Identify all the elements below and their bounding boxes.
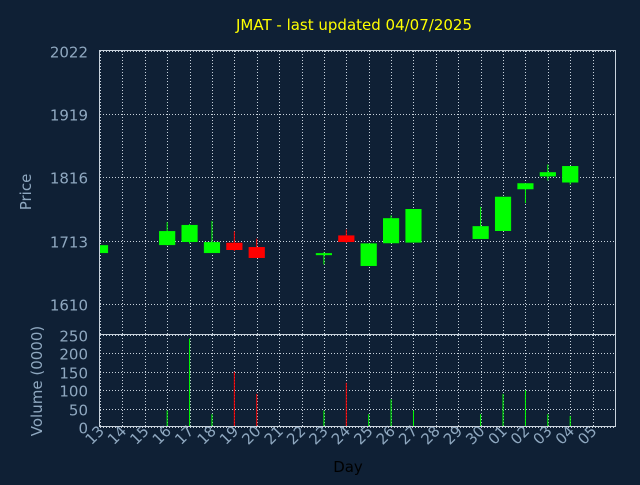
volume-tick-label: 50 [69,402,88,420]
candle [159,222,176,246]
candle [517,183,534,204]
price-tick-label: 2022 [50,44,88,62]
candle-body [159,231,176,246]
candle [405,209,422,243]
candle-body [405,209,422,243]
candle-body [181,224,198,243]
candle [494,196,512,231]
candle-body [494,196,512,231]
price-tick-label: 1713 [50,234,88,252]
candle-body [472,226,489,239]
candle [338,229,355,243]
candle-body [248,247,265,258]
candle-body [562,166,579,183]
candle [181,223,198,244]
candle [472,206,489,239]
price-tick-labels: 2022 1919 1816 1713 1610 [50,44,88,315]
candle-body [203,242,221,254]
candle-body [338,235,355,243]
candle [226,231,243,251]
candle [383,215,400,244]
candle [539,164,556,181]
x-axis-label: Day [333,458,363,476]
candle-body [360,243,377,266]
price-tick-label: 1610 [50,297,88,315]
price-grid [100,51,615,335]
volume-tick-label: 200 [59,346,88,364]
candle-body [99,245,109,254]
price-tick-label: 1919 [50,107,88,125]
candle [248,238,265,258]
candle-body [383,218,400,244]
volume-panel-frame [99,334,616,427]
candlestick-series [99,164,579,266]
volume-series [166,338,571,427]
chart-title: JMAT - last updated 04/07/2025 [235,16,472,34]
candle-body [517,183,534,190]
candle [99,245,109,254]
candle [315,252,332,265]
volume-tick-label: 100 [59,383,88,401]
candle [360,243,377,266]
candle [562,166,579,185]
candle [203,220,221,254]
volume-tick-label: 0 [78,420,88,438]
price-tick-label: 1816 [50,170,88,188]
price-axis-label: Price [17,174,35,211]
candle-body [315,253,332,256]
volume-tick-label: 150 [59,365,88,383]
candle-body [539,172,556,177]
volume-axis-label: Volume (0000) [28,326,46,436]
candle-body [226,242,243,250]
volume-tick-label: 250 [59,328,88,346]
